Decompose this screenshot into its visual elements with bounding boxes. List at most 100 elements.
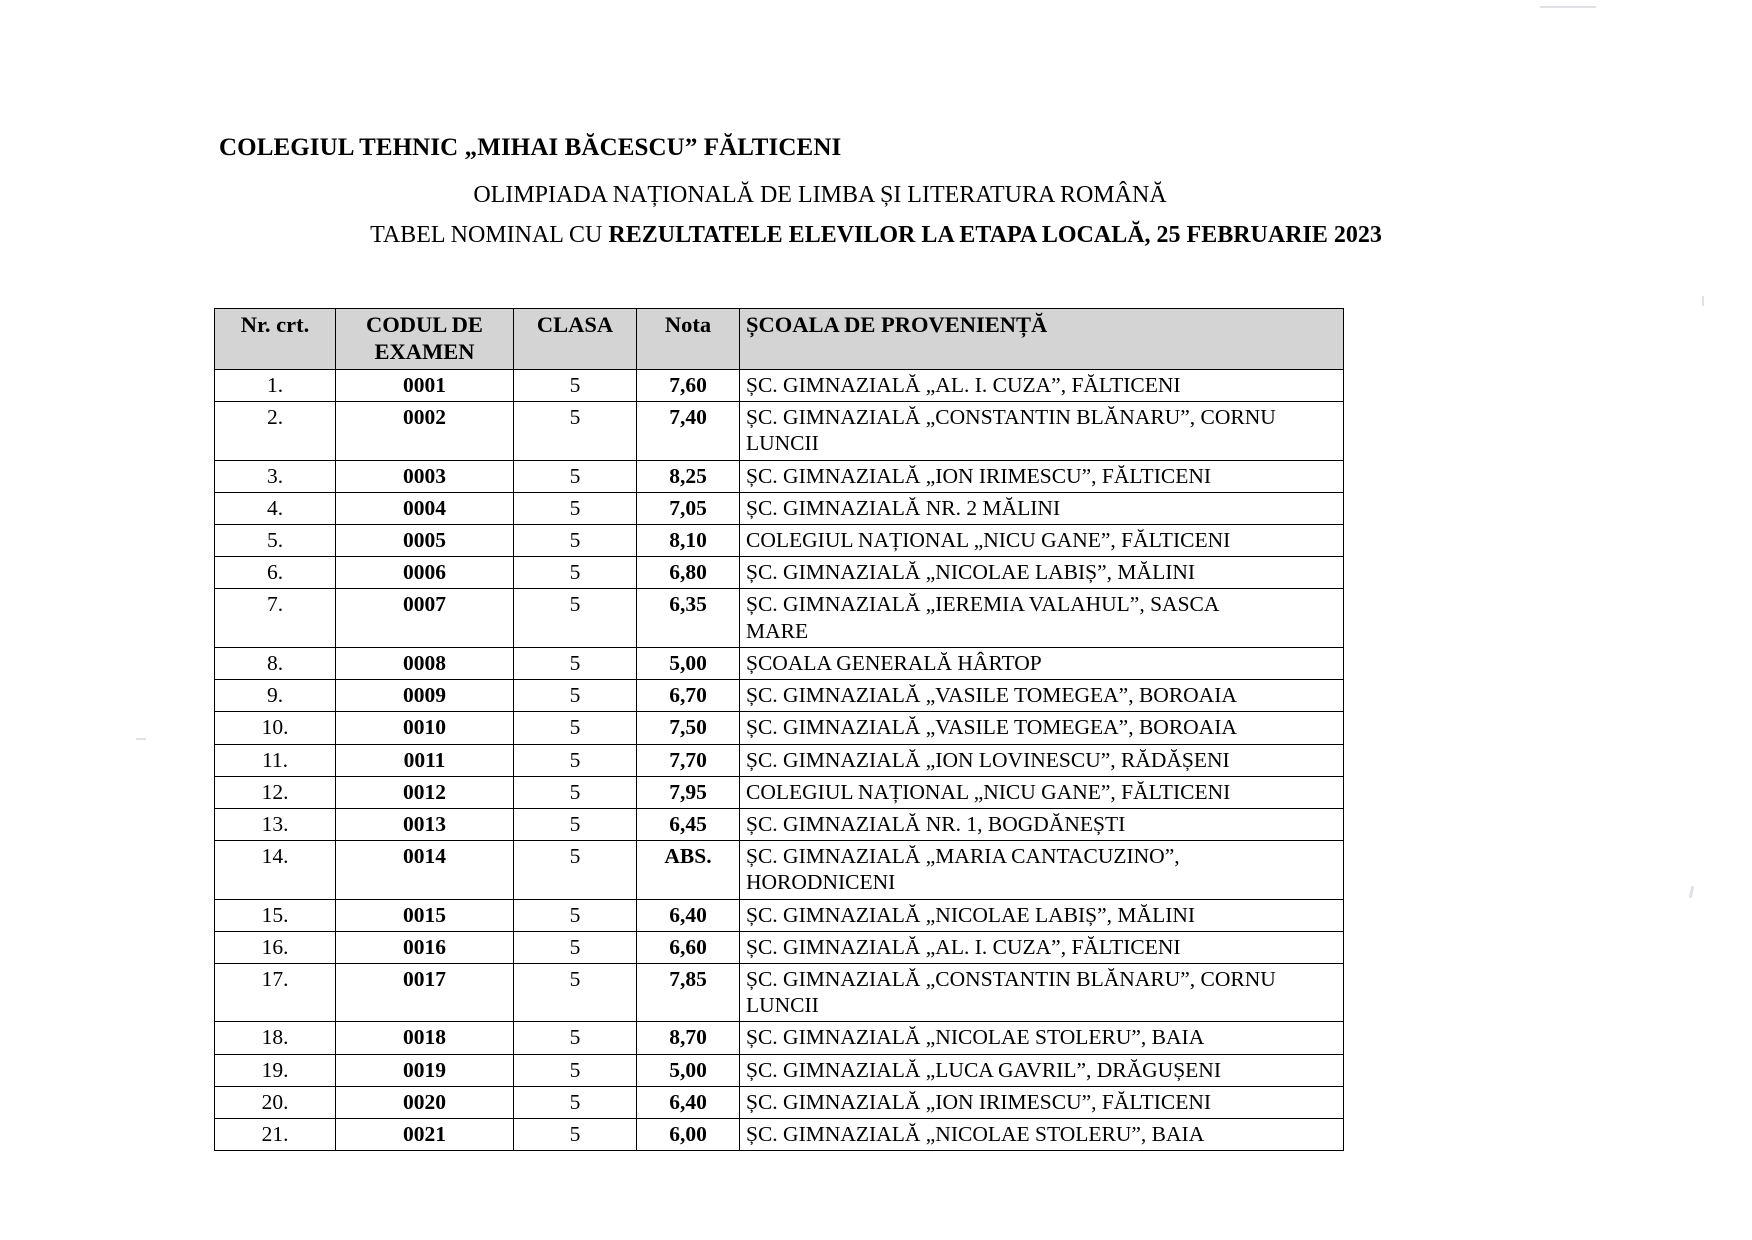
cell-school: ȘC. GIMNAZIALĂ „MARIA CANTACUZINO”, HOROD… (739, 840, 1344, 900)
cell-grade: 8,10 (636, 523, 740, 558)
cell-exam-code: 0001 (335, 368, 514, 403)
cell-grade: 7,50 (636, 711, 740, 745)
olympiad-subtitle: OLIMPIADA NAȚIONALĂ DE LIMBA ȘI LITERATU… (473, 182, 1167, 208)
cell-grade: 6,70 (636, 679, 740, 713)
cell-exam-code: 0009 (335, 679, 514, 713)
cell-school: COLEGIUL NAȚIONAL „NICU GANE”, FĂLTICENI (739, 523, 1344, 558)
table-row: 4. 0004 5 7,05 ȘC. GIMNAZIALĂ NR. 2 MĂLINI (214, 491, 1344, 525)
cell-nr: 10. (214, 711, 336, 745)
cell-exam-code: 0002 (335, 401, 514, 461)
cell-school: ȘC. GIMNAZIALĂ „CONSTANTIN BLĂNARU”, COR… (739, 401, 1344, 461)
cell-school-line1: COLEGIUL NAȚIONAL „NICU GANE”, FĂLTICENI (746, 779, 1231, 804)
cell-school-line1: ȘCOALA GENERALĂ HÂRTOP (746, 650, 1042, 675)
cell-class: 5 (513, 1021, 637, 1055)
scan-artifact (1688, 885, 1695, 899)
cell-exam-code: 0010 (335, 711, 514, 745)
cell-exam-code: 0005 (335, 523, 514, 558)
cell-exam-code: 0006 (335, 556, 514, 590)
cell-class: 5 (513, 646, 637, 681)
table-row: 19. 0019 5 5,00 ȘC. GIMNAZIALĂ „LUCA GAVRIL”… (214, 1053, 1344, 1087)
cell-class: 5 (513, 711, 637, 745)
table-row: 6. 0006 5 6,80 ȘC. GIMNAZIALĂ „NICOLAE LABIȘ… (214, 556, 1344, 590)
cell-school: ȘC. GIMNAZIALĂ „ION IRIMESCU”, FĂLTICENI (739, 459, 1344, 493)
cell-nr: 9. (214, 679, 336, 713)
cell-class: 5 (513, 840, 637, 900)
cell-grade: ABS. (636, 840, 740, 900)
cell-class: 5 (513, 743, 637, 777)
cell-school-line2: LUNCII (746, 993, 819, 1018)
table-row: 21. 0021 5 6,00 ȘC. GIMNAZIALĂ „NICOLAE STOL… (214, 1118, 1344, 1152)
table-body: 1. 0001 5 7,60 ȘC. GIMNAZIALĂ „AL. I. CUZA”,… (214, 368, 1344, 1152)
cell-grade: 6,35 (636, 588, 740, 648)
cell-class: 5 (513, 963, 637, 1023)
cell-nr: 17. (214, 963, 336, 1023)
table-row: 10. 0010 5 7,50 ȘC. GIMNAZIALĂ „VASILE TOMEG… (214, 711, 1344, 745)
cell-school: ȘC. GIMNAZIALĂ „NICOLAE LABIȘ”, MĂLINI (739, 556, 1344, 590)
cell-school-line1: ȘC. GIMNAZIALĂ „CONSTANTIN BLĂNARU”, COR… (746, 967, 1276, 992)
cell-exam-code: 0018 (335, 1021, 514, 1055)
cell-exam-code: 0017 (335, 963, 514, 1023)
cell-school-line1: ȘC. GIMNAZIALĂ NR. 1, BOGDĂNEȘTI (746, 811, 1126, 836)
cell-class: 5 (513, 807, 637, 842)
cell-exam-code: 0016 (335, 930, 514, 965)
cell-class: 5 (513, 523, 637, 558)
cell-class: 5 (513, 930, 637, 965)
cell-school-line1: ȘC. GIMNAZIALĂ „ION LOVINESCU”, RĂDĂȘENI (746, 747, 1230, 772)
results-table: Nr. crt. CODUL DE EXAMEN CLASA Nota ȘCOAL… (214, 308, 1344, 1152)
cell-school-line1: ȘC. GIMNAZIALĂ NR. 2 MĂLINI (746, 495, 1061, 520)
cell-nr: 6. (214, 556, 336, 590)
cell-class: 5 (513, 1053, 637, 1087)
table-caption-emphasis: REZULTATELE ELEVILOR LA ETAPA LOCALĂ, 25… (608, 222, 1382, 248)
cell-school: ȘC. GIMNAZIALĂ „AL. I. CUZA”, FĂLTICENI (739, 368, 1344, 403)
cell-exam-code: 0020 (335, 1085, 514, 1120)
cell-class: 5 (513, 459, 637, 493)
scan-artifact (1540, 6, 1596, 8)
cell-exam-code: 0013 (335, 807, 514, 842)
cell-school: ȘCOALA GENERALĂ HÂRTOP (739, 646, 1344, 681)
cell-class: 5 (513, 1118, 637, 1152)
cell-school-line1: ȘC. GIMNAZIALĂ „IEREMIA VALAHUL”, SASCA (746, 592, 1220, 617)
table-row: 14. 0014 5 ABS. ȘC. GIMNAZIALĂ „MARIA CANTAC… (214, 840, 1344, 900)
cell-class: 5 (513, 898, 637, 932)
table-row: 2. 0002 5 7,40 ȘC. GIMNAZIALĂ „CONSTANTIN BL… (214, 401, 1344, 461)
cell-school: COLEGIUL NAȚIONAL „NICU GANE”, FĂLTICENI (739, 775, 1344, 809)
cell-school: ȘC. GIMNAZIALĂ NR. 2 MĂLINI (739, 491, 1344, 525)
cell-nr: 18. (214, 1021, 336, 1055)
cell-nr: 21. (214, 1118, 336, 1152)
cell-nr: 3. (214, 459, 336, 493)
cell-nr: 2. (214, 401, 336, 461)
table-row: 16. 0016 5 6,60 ȘC. GIMNAZIALĂ „AL. I. CUZA”… (214, 930, 1344, 965)
column-header-school: ȘCOALA DE PROVENIENȚĂ (739, 308, 1344, 370)
cell-school: ȘC. GIMNAZIALĂ „IEREMIA VALAHUL”, SASCA M… (739, 588, 1344, 648)
cell-nr: 5. (214, 523, 336, 558)
table-row: 13. 0013 5 6,45 ȘC. GIMNAZIALĂ NR. 1, BOGDĂN… (214, 807, 1344, 842)
cell-nr: 13. (214, 807, 336, 842)
cell-school-line1: ȘC. GIMNAZIALĂ „NICOLAE STOLERU”, BAIA (746, 1122, 1205, 1147)
cell-grade: 6,40 (636, 1085, 740, 1120)
table-row: 20. 0020 5 6,40 ȘC. GIMNAZIALĂ „ION IRIMESCU… (214, 1085, 1344, 1120)
cell-grade: 5,00 (636, 646, 740, 681)
scan-artifact (1702, 296, 1704, 306)
cell-exam-code: 0012 (335, 775, 514, 809)
cell-exam-code: 0014 (335, 840, 514, 900)
cell-school-line1: ȘC. GIMNAZIALĂ „NICOLAE LABIȘ”, MĂLINI (746, 902, 1196, 927)
cell-nr: 7. (214, 588, 336, 648)
cell-school: ȘC. GIMNAZIALĂ „LUCA GAVRIL”, DRĂGUȘENI (739, 1053, 1344, 1087)
table-row: 9. 0009 5 6,70 ȘC. GIMNAZIALĂ „VASILE TOMEGE… (214, 679, 1344, 713)
table-row: 12. 0012 5 7,95 COLEGIUL NAȚIONAL „NICU GANE… (214, 775, 1344, 809)
cell-grade: 8,25 (636, 459, 740, 493)
cell-nr: 12. (214, 775, 336, 809)
cell-grade: 6,45 (636, 807, 740, 842)
cell-exam-code: 0004 (335, 491, 514, 525)
table-row: 18. 0018 5 8,70 ȘC. GIMNAZIALĂ „NICOLAE STOL… (214, 1021, 1344, 1055)
cell-nr: 20. (214, 1085, 336, 1120)
cell-school: ȘC. GIMNAZIALĂ „CONSTANTIN BLĂNARU”, COR… (739, 963, 1344, 1023)
organization-heading: COLEGIUL TEHNIC „MIHAI BĂCESCU” FĂLTICEN… (219, 134, 842, 161)
cell-school: ȘC. GIMNAZIALĂ „NICOLAE LABIȘ”, MĂLINI (739, 898, 1344, 932)
cell-school-line1: ȘC. GIMNAZIALĂ „NICOLAE STOLERU”, BAIA (746, 1025, 1205, 1050)
cell-school-line2: MARE (746, 618, 809, 643)
table-caption: TABEL NOMINAL CU REZULTATELE ELEVILOR LA… (0, 222, 1752, 249)
column-header-class: CLASA (513, 308, 637, 370)
column-header-exam-code-line1: CODUL DE (366, 312, 483, 337)
cell-school-line2: LUNCII (746, 431, 819, 456)
